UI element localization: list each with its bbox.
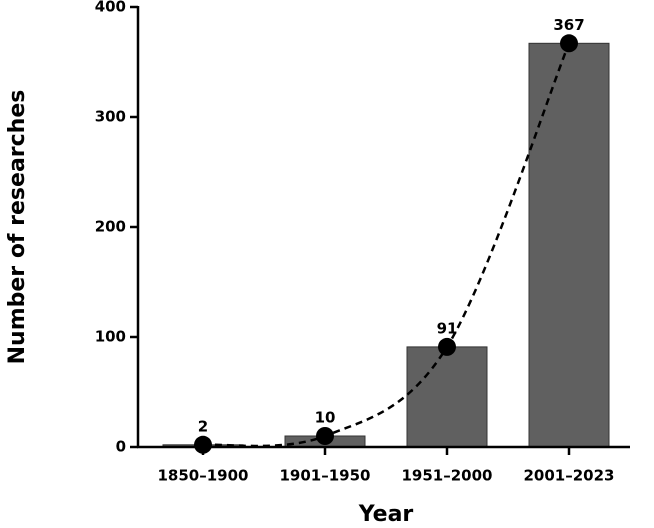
trend-line bbox=[202, 42, 571, 448]
y-tick-label: 400 bbox=[95, 0, 126, 16]
data-label: 2 bbox=[198, 417, 208, 435]
x-tick-label: 2001–2023 bbox=[524, 467, 615, 485]
y-axis-title: Number of researches bbox=[5, 90, 30, 365]
y-tick-label: 300 bbox=[95, 108, 126, 126]
trend-marker bbox=[438, 337, 456, 356]
x-tick-label: 1951–2000 bbox=[402, 467, 493, 485]
data-label: 91 bbox=[437, 319, 458, 337]
y-tick-label: 200 bbox=[95, 218, 126, 236]
x-tick-label: 1850–1900 bbox=[158, 467, 249, 485]
y-tick-label: 100 bbox=[95, 328, 126, 346]
x-tick-label: 1901–1950 bbox=[280, 467, 371, 485]
trend-marker bbox=[560, 34, 578, 53]
bar bbox=[406, 346, 488, 448]
bar bbox=[528, 42, 610, 448]
trend-marker bbox=[194, 435, 212, 454]
data-label: 367 bbox=[553, 16, 584, 34]
trend-marker bbox=[316, 427, 334, 445]
y-tick-label: 0 bbox=[116, 438, 126, 456]
data-label: 10 bbox=[315, 409, 336, 427]
x-axis-title: Year bbox=[358, 502, 414, 527]
